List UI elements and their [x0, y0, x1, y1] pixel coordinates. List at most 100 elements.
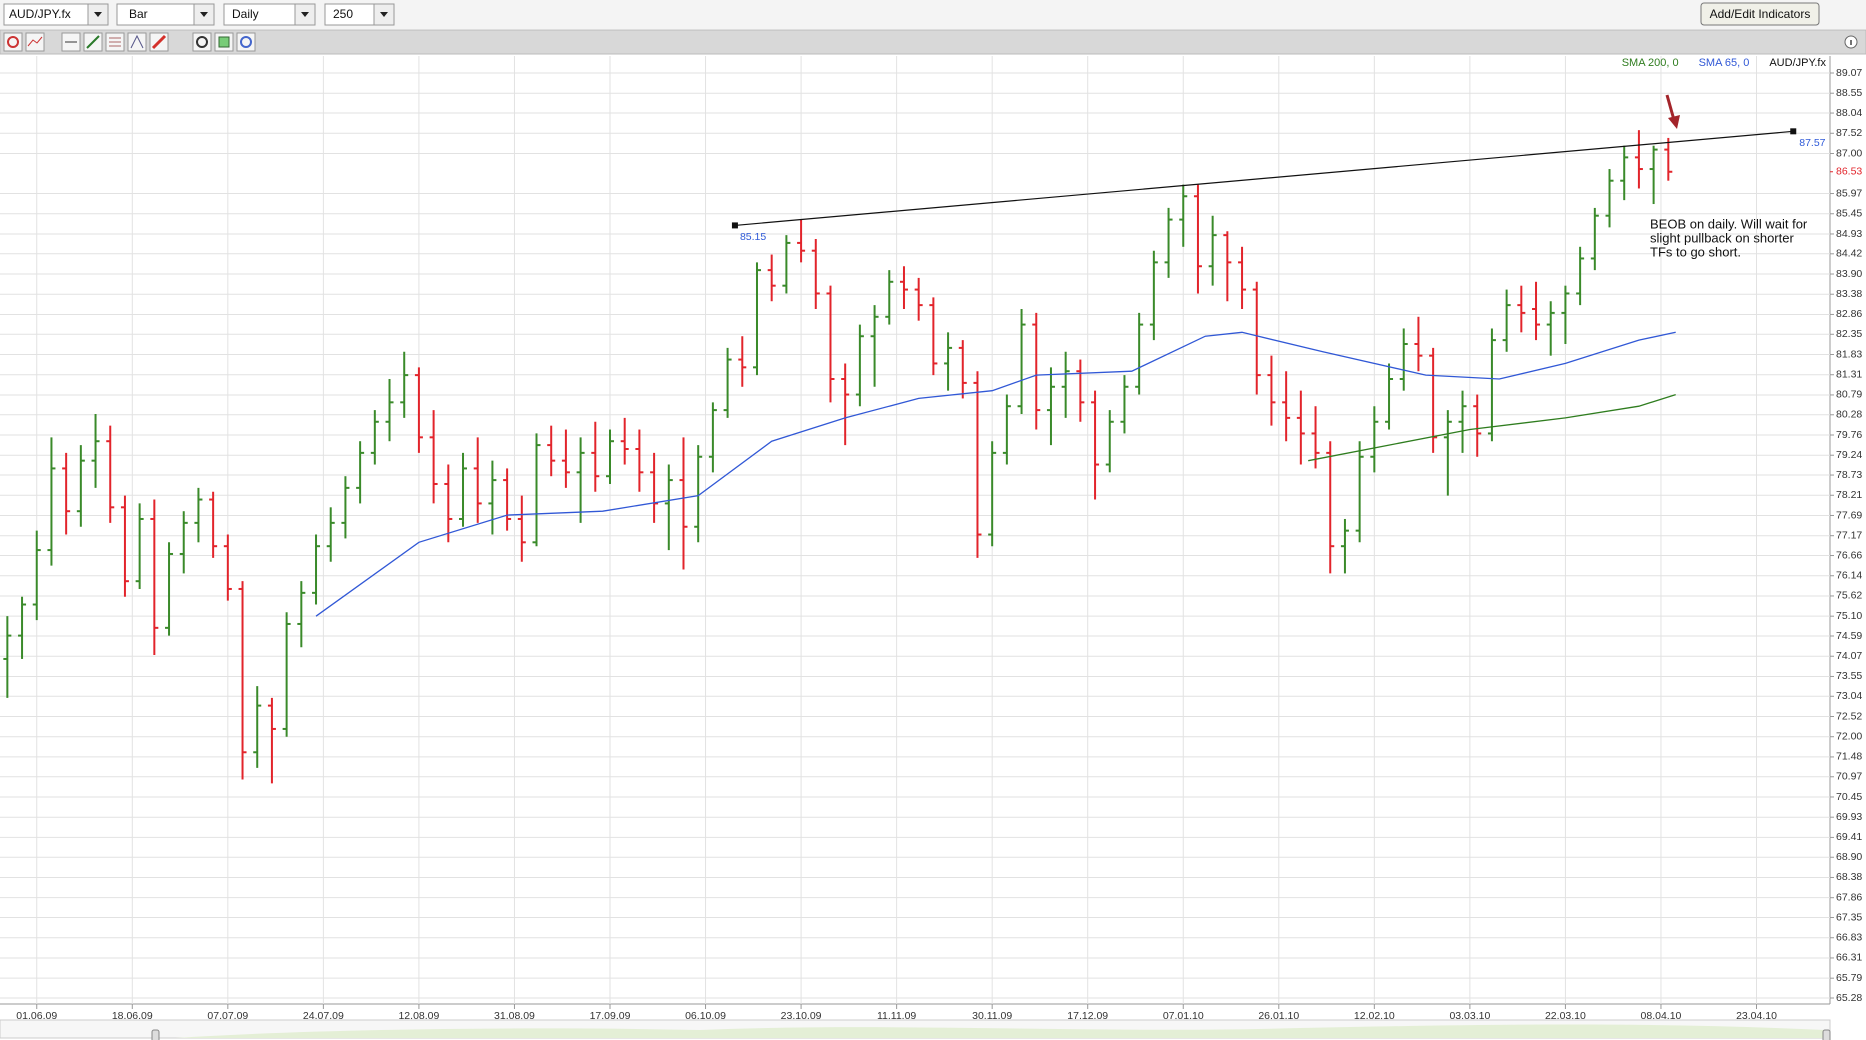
sma-line [315, 331, 1676, 617]
y-tick-label: 73.04 [1836, 690, 1862, 702]
y-tick-label: 77.17 [1836, 529, 1862, 541]
trendline-anchor [1790, 128, 1797, 135]
y-tick-label: 75.62 [1836, 590, 1862, 602]
chart-type-dropdown[interactable]: Bar [116, 3, 215, 26]
y-tick-label: 67.35 [1836, 911, 1862, 923]
y-tick-label: 87.52 [1836, 127, 1862, 139]
y-tick-label: 80.79 [1836, 389, 1862, 401]
scroller-preview [175, 1024, 1825, 1038]
y-tick-label: 69.41 [1836, 831, 1862, 843]
symbol-value: AUD/JPY.fx [9, 7, 71, 21]
trendline-anchor [731, 222, 738, 229]
y-tick-label: 70.45 [1836, 791, 1862, 803]
y-tick-label: 75.10 [1836, 610, 1862, 622]
indicators-button-label: Add/Edit Indicators [1710, 7, 1811, 21]
y-tick-label: 66.31 [1836, 952, 1862, 964]
y-tick-label: 78.21 [1836, 489, 1862, 501]
trendline [734, 130, 1794, 227]
trendline-label: 85.15 [740, 231, 766, 243]
grid: 89.07 88.55 88.04 87.52 87.00 85.97 85.45 84.93… [0, 56, 1862, 1022]
bars-dropdown[interactable]: 250 [324, 3, 395, 26]
y-tick-label: 85.97 [1836, 187, 1862, 199]
indicators-button[interactable]: Add/Edit Indicators [1700, 2, 1820, 26]
x-tick-label: 23.04.10 [1736, 1010, 1777, 1022]
last-price-bg [1833, 164, 1866, 179]
trendline-label: 87.57 [1799, 137, 1825, 149]
y-tick-label: 80.28 [1836, 409, 1862, 421]
sma-line [1308, 393, 1676, 462]
x-tick-label: 12.08.09 [398, 1010, 439, 1022]
x-tick-label: 07.01.10 [1163, 1010, 1204, 1022]
y-tick-label: 78.73 [1836, 469, 1862, 481]
y-tick-label: 83.38 [1836, 288, 1862, 300]
tool-icons[interactable] [3, 32, 256, 52]
x-tick-label: 30.11.09 [972, 1010, 1012, 1022]
y-tick-label: 82.35 [1836, 328, 1862, 340]
y-tick-label: 65.79 [1836, 972, 1862, 984]
x-tick-label: 07.07.09 [207, 1010, 248, 1022]
x-tick-label: 11.11.09 [877, 1010, 916, 1022]
legend-entry: SMA 200, 0 [1622, 57, 1679, 69]
y-tick-label: 73.55 [1836, 670, 1862, 682]
y-tick-label: 71.48 [1836, 751, 1862, 763]
y-tick-label: 68.90 [1836, 851, 1862, 863]
symbol-dropdown[interactable]: AUD/JPY.fx [3, 3, 109, 26]
y-tick-label: 76.66 [1836, 549, 1862, 561]
y-tick-label: 69.93 [1836, 811, 1862, 823]
y-tick-label: 84.93 [1836, 228, 1862, 240]
x-tick-label: 23.10.09 [781, 1010, 822, 1022]
y-tick-label: 88.55 [1836, 87, 1862, 99]
period-value: Daily [232, 7, 259, 21]
x-tick-label: 26.01.10 [1258, 1010, 1299, 1022]
x-tick-label: 22.03.10 [1545, 1010, 1586, 1022]
x-tick-label: 24.07.09 [303, 1010, 344, 1022]
y-tick-label: 84.42 [1836, 248, 1862, 260]
y-tick-label: 79.24 [1836, 449, 1862, 461]
x-tick-label: 03.03.10 [1449, 1010, 1490, 1022]
annotation-arrow [1665, 94, 1676, 121]
y-tick-label: 74.07 [1836, 650, 1862, 662]
x-tick-label: 08.04.10 [1641, 1010, 1682, 1022]
y-tick-label: 79.76 [1836, 429, 1862, 441]
y-tick-label: 68.38 [1836, 871, 1862, 883]
y-tick-label: 82.86 [1836, 308, 1862, 320]
y-tick-label: 88.04 [1836, 107, 1862, 119]
x-tick-label: 31.08.09 [494, 1010, 535, 1022]
y-tick-label: 89.07 [1836, 67, 1862, 79]
x-tick-label: 17.12.09 [1067, 1010, 1108, 1022]
scroller-handle[interactable] [1822, 1029, 1831, 1040]
plot-marks: 85.15 87.57 [3, 128, 1834, 784]
y-tick-label: 77.69 [1836, 509, 1862, 521]
y-tick-label: 81.83 [1836, 348, 1862, 360]
scroller-handle[interactable] [151, 1029, 160, 1040]
y-tick-label: 74.59 [1836, 630, 1862, 642]
y-tick-label: 70.97 [1836, 771, 1862, 783]
annotation-text: slight pullback on shorter [1650, 230, 1794, 245]
legend-entry: AUD/JPY.fx [1769, 57, 1826, 69]
tool-strip [0, 29, 1866, 55]
x-tick-label: 12.02.10 [1354, 1010, 1395, 1022]
x-tick-label: 06.10.09 [685, 1010, 726, 1022]
last-price-label: 86.53 [1836, 166, 1862, 178]
annotation-text: BEOB on daily. Will wait for [1650, 216, 1808, 231]
y-tick-label: 83.90 [1836, 268, 1862, 280]
annotation-arrowhead [1668, 115, 1680, 129]
y-tick-label: 67.86 [1836, 891, 1862, 903]
y-tick-label: 81.31 [1836, 369, 1862, 381]
y-tick-label: 72.52 [1836, 710, 1862, 722]
y-tick-label: 65.28 [1836, 992, 1862, 1004]
y-tick-label: 85.45 [1836, 208, 1862, 220]
chart-type-value: Bar [129, 7, 148, 21]
y-tick-label: 72.00 [1836, 730, 1862, 742]
x-tick-label: 17.09.09 [590, 1010, 631, 1022]
x-tick-label: 01.06.09 [16, 1010, 57, 1022]
x-tick-label: 18.06.09 [112, 1010, 153, 1022]
legend-entry: SMA 65, 0 [1699, 57, 1750, 69]
y-tick-label: 87.00 [1836, 147, 1862, 159]
y-tick-label: 76.14 [1836, 570, 1862, 582]
period-dropdown[interactable]: Daily [223, 3, 316, 26]
bars-value: 250 [333, 7, 353, 21]
info-icon[interactable] [1844, 35, 1858, 49]
y-tick-label: 66.83 [1836, 932, 1862, 944]
